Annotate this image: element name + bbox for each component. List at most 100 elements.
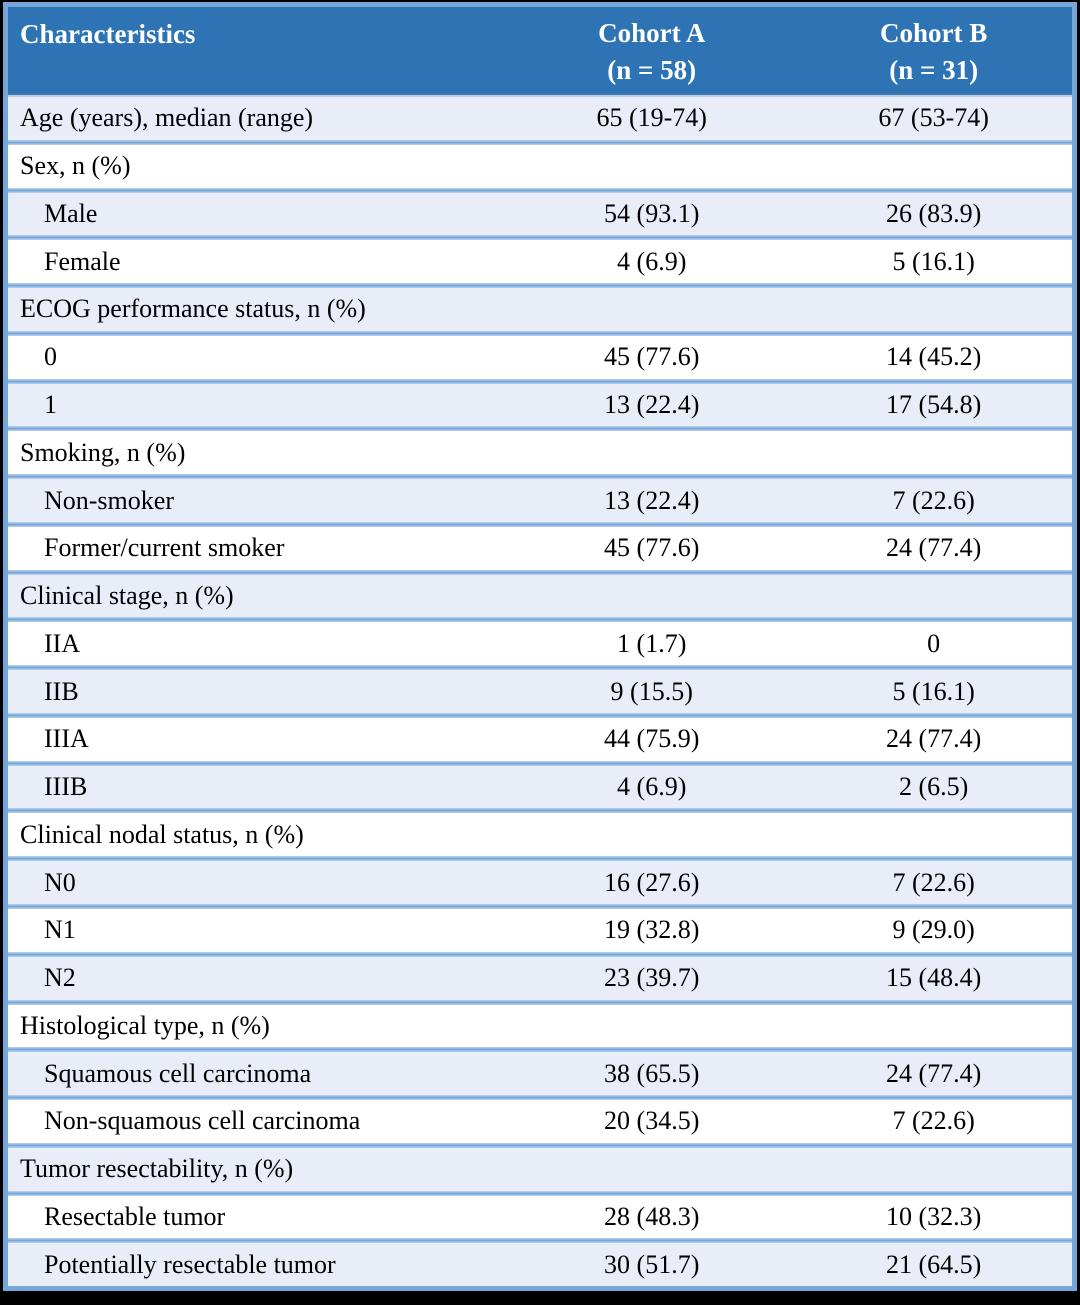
cohort-a-value: 54 (93.1) [604, 198, 700, 228]
cohort-b-value: 24 (77.4) [885, 533, 982, 563]
cohort-a-value: 45 (77.6) [604, 533, 700, 563]
cohort-a-value: 44 (75.9) [604, 724, 700, 754]
row-label: Clinical stage, n (%) [20, 581, 234, 611]
cohort-a-value: 19 (32.8) [604, 915, 700, 945]
row-divider [8, 474, 1072, 480]
cohort-b-value: 5 (16.1) [892, 246, 975, 276]
cohort-b-value: 17 (54.8) [885, 389, 982, 419]
cohort-b-value: 5 (16.1) [892, 676, 975, 706]
table-row: 0 45 (77.6) 14 (45.2) [8, 335, 1072, 379]
row-divider [8, 760, 1072, 766]
row-label: Clinical nodal status, n (%) [20, 819, 304, 849]
table-row: Histological type, n (%) [8, 1004, 1072, 1048]
row-label: Resectable tumor [44, 1201, 226, 1231]
row-label: Histological type, n (%) [20, 1010, 270, 1040]
cohort-b-value: 24 (77.4) [885, 1058, 982, 1088]
row-label: N1 [44, 915, 76, 945]
cohort-a-value: 13 (22.4) [604, 485, 700, 515]
row-divider [8, 951, 1072, 957]
table-row: N0 16 (27.6) 7 (22.6) [8, 861, 1072, 905]
header-divider [8, 93, 1072, 97]
row-divider [8, 1095, 1072, 1101]
row-label: Male [44, 198, 98, 228]
cohort-a-value: 20 (34.5) [604, 1106, 700, 1136]
row-label: Squamous cell carcinoma [44, 1058, 312, 1088]
row-label: Non-smoker [44, 485, 174, 515]
cohort-a-value: 1 (1.7) [617, 628, 687, 658]
cohort-b-value: 14 (45.2) [885, 342, 982, 372]
row-label: Potentially resectable tumor [44, 1249, 336, 1279]
table-row: IIB 9 (15.5) 5 (16.1) [8, 670, 1072, 713]
row-label: IIA [44, 628, 81, 658]
cohort-a-value: 45 (77.6) [604, 342, 700, 372]
table-body: Age (years), median (range) 65 (19-74) 6… [8, 97, 1072, 1287]
table-header: Characteristics Cohort A (n = 58) Cohort… [8, 7, 1072, 93]
row-label: N2 [44, 963, 76, 993]
cohort-b-value: 21 (64.5) [885, 1249, 982, 1279]
cohort-b-label: Cohort B [880, 18, 988, 48]
table-row: Smoking, n (%) [8, 431, 1072, 475]
cohort-a-value: 9 (15.5) [610, 676, 693, 706]
row-divider [8, 521, 1072, 527]
row-divider [8, 139, 1072, 145]
row-divider [8, 378, 1072, 384]
table-row: Clinical nodal status, n (%) [8, 813, 1072, 857]
row-label: Former/current smoker [44, 533, 285, 563]
characteristics-column-header: Characteristics [20, 19, 196, 49]
table-row: ECOG performance status, n (%) [8, 288, 1072, 331]
table-row: Non-squamous cell carcinoma 20 (34.5) 7 … [8, 1100, 1072, 1143]
row-divider [8, 808, 1072, 814]
row-divider [8, 235, 1072, 241]
table-row: IIIA 44 (75.9) 24 (77.4) [8, 717, 1072, 761]
row-label: Sex, n (%) [20, 151, 131, 181]
table-row: 1 13 (22.4) 17 (54.8) [8, 383, 1072, 427]
table-row: Former/current smoker 45 (77.6) 24 (77.4… [8, 526, 1072, 570]
table-row: Clinical stage, n (%) [8, 574, 1072, 618]
row-label: Age (years), median (range) [20, 103, 314, 133]
cohort-a-label: Cohort A [598, 18, 706, 48]
table-row: IIIB 4 (6.9) 2 (6.5) [8, 765, 1072, 809]
row-label: Non-squamous cell carcinoma [44, 1106, 361, 1136]
row-divider [8, 1142, 1072, 1148]
cohort-a-value: 13 (22.4) [604, 389, 700, 419]
cohort-b-value: 15 (48.4) [885, 963, 982, 993]
cohort-a-n-count: (n = 58) [607, 55, 697, 85]
row-divider [8, 904, 1072, 910]
cohort-b-column-header: Cohort B (n = 31) [795, 7, 1072, 93]
cohort-b-value: 24 (77.4) [885, 724, 982, 754]
table-row: Resectable tumor 28 (48.3) 10 (32.3) [8, 1195, 1072, 1239]
cohort-a-column-header: Cohort A (n = 58) [508, 7, 795, 93]
cohort-b-n-count: (n = 31) [889, 55, 979, 85]
row-divider [8, 1190, 1072, 1196]
row-label: IIB [44, 676, 79, 706]
cohort-a-value: 4 (6.9) [617, 246, 687, 276]
cohort-b-value: 7 (22.6) [892, 1106, 975, 1136]
row-divider [8, 617, 1072, 623]
row-label: Tumor resectability, n (%) [20, 1154, 294, 1184]
table-row: Male 54 (93.1) 26 (83.9) [8, 192, 1072, 236]
cohort-b-value: 2 (6.5) [898, 772, 969, 802]
table-row: Non-smoker 13 (22.4) 7 (22.6) [8, 479, 1072, 522]
row-divider [8, 665, 1072, 671]
row-divider [8, 856, 1072, 862]
cohort-a-value: 16 (27.6) [604, 867, 700, 897]
cohort-a-value: 28 (48.3) [604, 1201, 700, 1231]
table-row: IIA 1 (1.7) 0 [8, 622, 1072, 666]
table-row: N1 19 (32.8) 9 (29.0) [8, 909, 1072, 952]
row-label: IIIB [44, 772, 88, 802]
cohort-a-value: 30 (51.7) [604, 1249, 700, 1279]
row-divider [8, 330, 1072, 336]
table-row: Potentially resectable tumor 30 (51.7) 2… [8, 1243, 1072, 1287]
cohort-a-value: 65 (19-74) [596, 103, 707, 133]
cohort-a-value: 23 (39.7) [604, 963, 700, 993]
cohort-b-value: 7 (22.6) [892, 867, 975, 897]
row-label: 0 [44, 342, 57, 372]
row-divider [8, 426, 1072, 432]
row-label: ECOG performance status, n (%) [20, 294, 366, 324]
table-row: Tumor resectability, n (%) [8, 1147, 1072, 1191]
row-divider [8, 712, 1072, 718]
row-divider [8, 283, 1072, 289]
row-divider [8, 187, 1072, 193]
table-row: Female 4 (6.9) 5 (16.1) [8, 240, 1072, 284]
